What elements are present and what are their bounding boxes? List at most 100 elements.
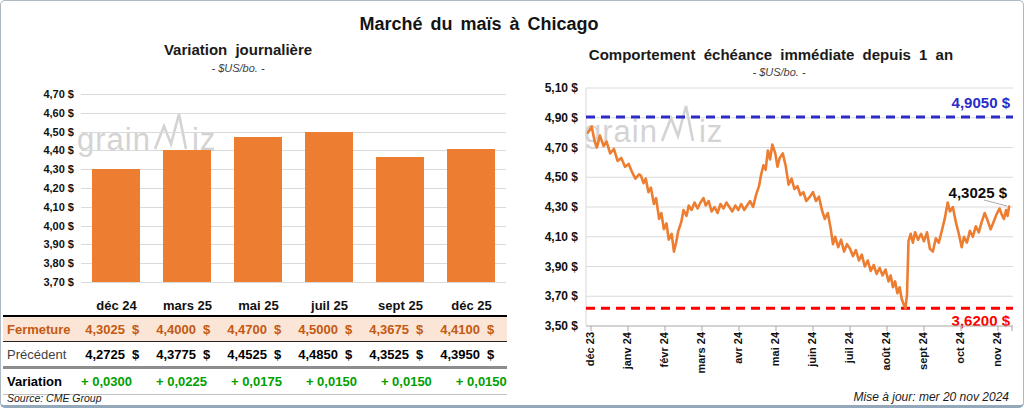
x-axis-label: oct 24	[954, 332, 966, 364]
price-unit: $	[132, 322, 142, 337]
report-frame: Marché du maïs à Chicago grain iz grain …	[0, 0, 1024, 408]
price-cell: 4,4100 $	[436, 322, 507, 337]
variation-cell: + 0,0150	[381, 374, 456, 389]
price-value: 4,3025	[85, 322, 125, 337]
price-value: 4,3775	[156, 347, 196, 362]
y-axis-label: 3,80 $	[43, 257, 74, 269]
label-leader-line	[984, 200, 1007, 206]
price-value: 4,4850	[298, 347, 338, 362]
updated-note: Mise à jour: mer 20 nov 2024	[854, 390, 1009, 404]
price-cell: 4,3025 $	[81, 322, 152, 337]
y-axis-label: 3,50 $	[545, 319, 578, 333]
y-axis-label: 4,50 $	[545, 170, 578, 184]
price-value: 4,4525	[227, 347, 267, 362]
gridline	[81, 226, 506, 227]
x-axis-label: mai 24	[769, 332, 781, 366]
gridline	[81, 244, 506, 245]
price-value: 4,3675	[369, 322, 409, 337]
variation-cell: + 0,0300	[81, 374, 156, 389]
variation-cell: + 0,0150	[456, 374, 531, 389]
y-axis-label: 4,10 $	[545, 230, 578, 244]
x-axis-label: avr 24	[732, 332, 744, 364]
price-unit: $	[203, 347, 213, 362]
table-header-cell: déc 25	[436, 298, 507, 313]
y-axis-label: 4,90 $	[545, 111, 578, 125]
price-cell: 4,5000 $	[294, 322, 365, 337]
y-axis-label: 4,70 $	[545, 141, 578, 155]
gridline	[81, 94, 506, 95]
price-value: 4,4100	[440, 322, 480, 337]
price-unit: $	[274, 322, 284, 337]
gridline	[81, 263, 506, 264]
price-cell: 4,4850 $	[294, 347, 365, 362]
price-value: 4,3950	[440, 347, 480, 362]
gridline	[81, 132, 506, 133]
y-axis-label: 3,90 $	[545, 260, 578, 274]
y-axis-label: 4,30 $	[43, 163, 74, 175]
row-label: Variation	[3, 374, 81, 389]
price-unit: $	[274, 347, 284, 362]
bar	[92, 169, 140, 282]
price-cell: 4,3525$	[365, 347, 436, 362]
x-axis-label: mars 24	[695, 332, 707, 374]
y-axis-label: 3,90 $	[43, 238, 74, 250]
bar	[305, 132, 353, 282]
x-axis-label: juin 24	[806, 332, 818, 367]
x-axis-label: janv 24	[621, 332, 633, 369]
y-axis-label: 4,40 $	[43, 144, 74, 156]
table-header-cell: mai 25	[223, 298, 294, 313]
price-cell: 4,2725$	[81, 347, 152, 362]
price-cell: 4,4000$	[152, 322, 223, 337]
y-axis-label: 4,70 $	[43, 88, 74, 100]
price-unit: $	[345, 347, 355, 362]
x-axis-label: sept 24	[917, 332, 929, 370]
gridline	[81, 188, 506, 189]
y-axis-label: 5,10 $	[545, 81, 578, 95]
table-header-cell: sept 25	[365, 298, 436, 313]
line-chart-title: Comportement échéance immédiate depuis 1…	[589, 46, 953, 63]
price-table: déc 24mars 25mai 25juil 25sept 25déc 25 F…	[3, 295, 507, 395]
row-label: Fermeture	[3, 322, 81, 337]
variation-cell: + 0,0175	[231, 374, 306, 389]
page-title: Marché du maïs à Chicago	[359, 14, 598, 35]
table-header-cell: déc 24	[81, 298, 152, 313]
price-value: 4,4700	[227, 322, 267, 337]
bar	[376, 157, 424, 283]
price-unit: $	[487, 322, 497, 337]
bar	[163, 150, 211, 282]
price-cell: 4,3950 $	[436, 347, 507, 362]
line-chart-plot: 4,9050 $ 3,6200 $ 4,3025 $ 5,10 $4,90 $4…	[586, 88, 1013, 326]
table-header-cell: juil 25	[294, 298, 365, 313]
gridline	[81, 207, 506, 208]
y-axis-label: 4,50 $	[43, 126, 74, 138]
price-cell: 4,3775 $	[152, 347, 223, 362]
price-unit: $	[203, 322, 213, 337]
source-note: Source: CME Group	[7, 392, 102, 404]
y-axis-label: 4,30 $	[545, 200, 578, 214]
price-unit: $	[345, 322, 355, 337]
price-value: 4,5000	[298, 322, 338, 337]
gridline	[81, 282, 506, 283]
gridline	[81, 113, 506, 114]
table-header-cell: mars 25	[152, 298, 223, 313]
x-axis-label: août 24	[880, 332, 892, 371]
price-value: 4,2725	[85, 347, 125, 362]
y-axis-label: 4,10 $	[43, 201, 74, 213]
y-axis-label: 4,60 $	[43, 107, 74, 119]
bar-chart-title: Variation journalière	[164, 41, 312, 58]
variation-cell: + 0,0150	[306, 374, 381, 389]
price-unit: $	[487, 347, 497, 362]
bar-chart-subtitle: - $US/bo. -	[211, 62, 264, 74]
x-axis-label: nov 24	[991, 332, 1003, 367]
price-cell: 4,4525 $	[223, 347, 294, 362]
x-axis-label: févr 24	[658, 332, 670, 367]
bar	[447, 149, 495, 283]
line-series	[588, 127, 1009, 308]
x-axis-label: juil 24	[843, 332, 855, 363]
table-row-precedent: Précédent4,2725$4,3775$4,4525$4,4850$4,3…	[3, 342, 507, 369]
y-axis-label: 3,70 $	[43, 276, 74, 288]
bar-chart-plot: 4,70 $4,60 $4,50 $4,40 $4,30 $4,20 $4,10…	[81, 94, 506, 282]
price-unit: $	[416, 322, 426, 337]
x-axis-label: déc 23	[584, 332, 596, 366]
table-row-fermeture: Fermeture 4,3025 $4,4000$ 4,4700 $4,5000 $4,3…	[3, 317, 507, 342]
